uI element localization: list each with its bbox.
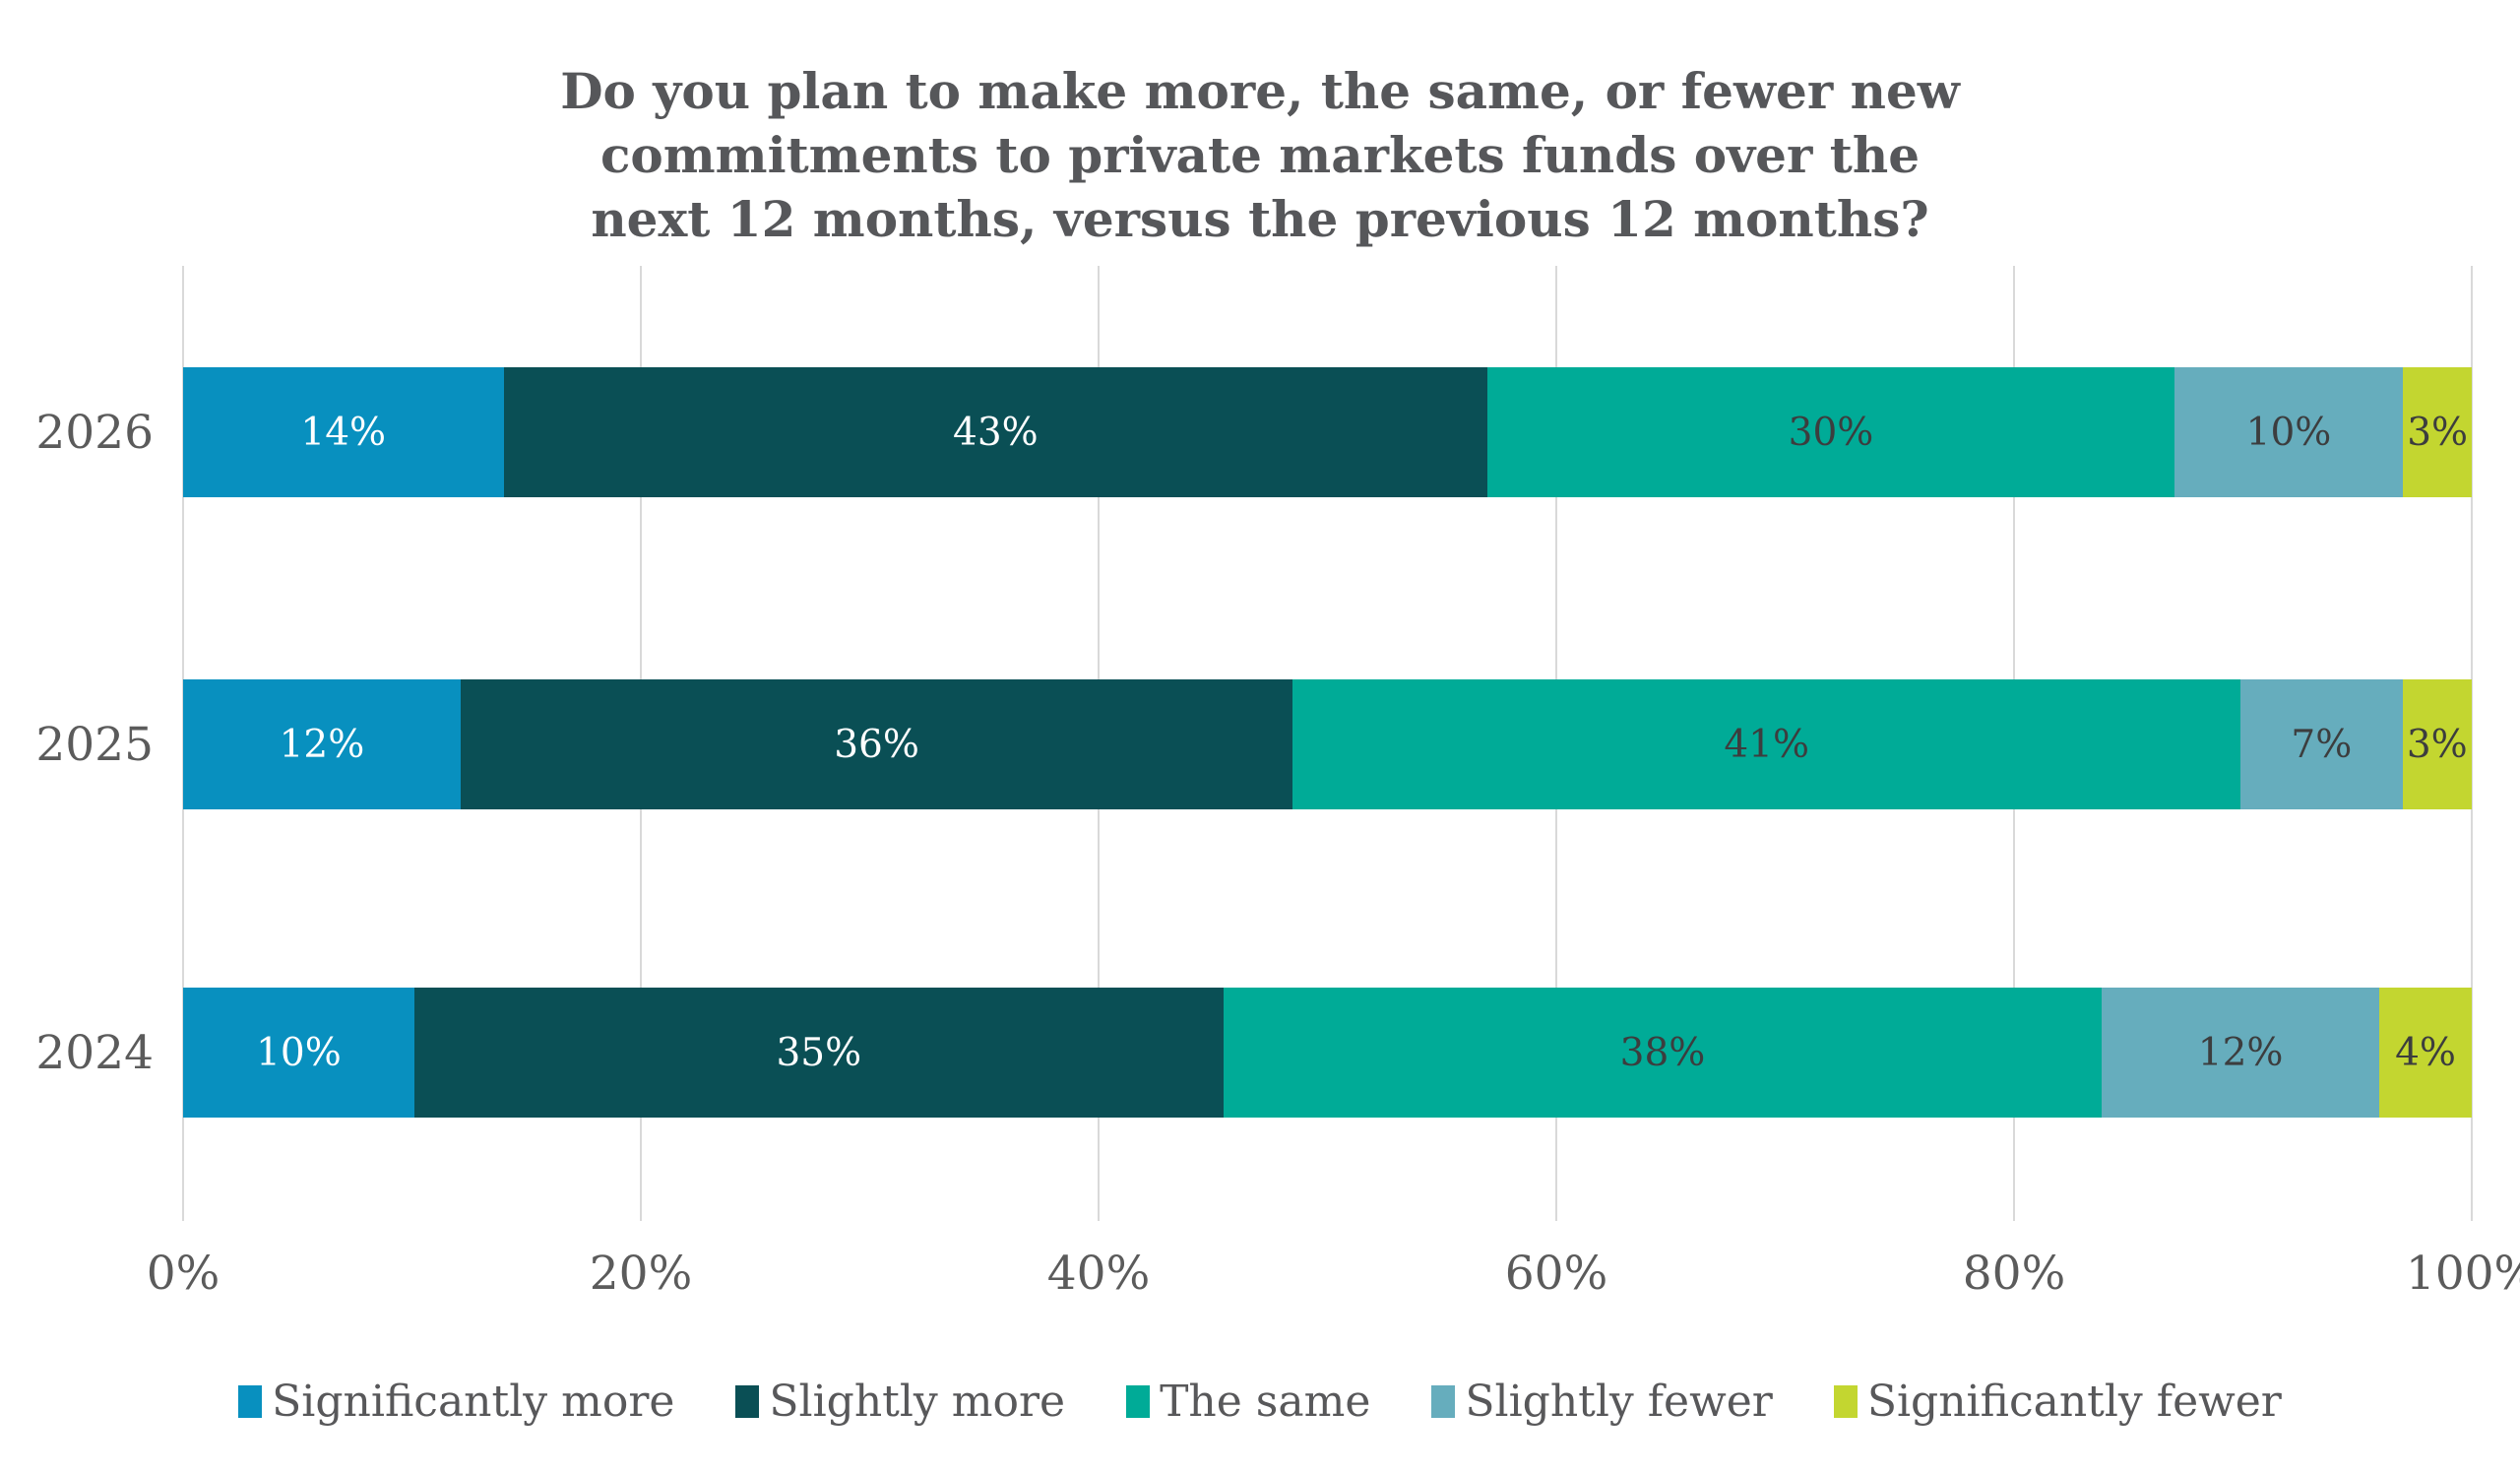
legend-label: Slightly more [769, 1377, 1066, 1427]
bar-segment-2025-slightly-fewer: 7% [2240, 679, 2403, 809]
legend-label: Significantly fewer [1866, 1377, 2282, 1427]
category-label-2026: 2026 [35, 405, 154, 460]
category-label-2025: 2025 [35, 717, 154, 772]
bar-segment-2025-significantly-fewer: 3% [2402, 679, 2472, 809]
bar-segment-2024-the-same: 38% [1223, 988, 2103, 1118]
bar-segment-2026-significantly-more: 14% [183, 367, 504, 497]
bar-row-2025: 12% 36% 41% 7% 3% [183, 679, 2472, 809]
bar-segment-2024-slightly-more: 35% [413, 988, 1224, 1118]
legend-item-significantly-more: Significantly more [238, 1377, 674, 1427]
bar-row-2024: 10% 35% 38% 12% 4% [183, 988, 2472, 1118]
legend-label: Significantly more [272, 1377, 675, 1427]
bar-row-2026: 14% 43% 30% 10% 3% [183, 367, 2472, 497]
legend-swatch-icon [1431, 1385, 1456, 1418]
legend-swatch-icon [1833, 1385, 1858, 1418]
category-label-2024: 2024 [35, 1025, 154, 1080]
x-tick-label-60%: 60% [1504, 1247, 1608, 1301]
bar-segment-2026-slightly-fewer: 10% [2174, 367, 2404, 497]
x-tick-label-0%: 0% [146, 1247, 220, 1301]
bar-segment-2026-slightly-more: 43% [503, 367, 1488, 497]
bar-segment-2024-significantly-fewer: 4% [2379, 988, 2472, 1118]
bar-segment-2025-slightly-more: 36% [460, 679, 1293, 809]
x-tick-label-100%: 100% [2405, 1247, 2520, 1301]
legend: Significantly more Slightly more The same S… [0, 1377, 2520, 1427]
y-axis-category-labels: 2026 2025 2024 [0, 266, 154, 1221]
legend-item-slightly-fewer: Slightly fewer [1431, 1377, 1773, 1427]
legend-item-slightly-more: Slightly more [735, 1377, 1065, 1427]
legend-swatch-icon [238, 1385, 263, 1418]
legend-item-significantly-fewer: Significantly fewer [1833, 1377, 2282, 1427]
bar-segment-2026-the-same: 30% [1487, 367, 2174, 497]
legend-item-the-same: The same [1126, 1377, 1370, 1427]
legend-label: Slightly fewer [1465, 1377, 1773, 1427]
x-axis-tick-labels: 0% 20% 40% 60% 80% 100% [147, 1247, 2520, 1315]
x-tick-label-40%: 40% [1046, 1247, 1151, 1301]
chart-title: Do you plan to make more, the same, or f… [560, 62, 1960, 248]
bar-segment-2024-slightly-fewer: 12% [2102, 988, 2380, 1118]
legend-label: The same [1160, 1377, 1371, 1427]
bar-segment-2026-significantly-fewer: 3% [2403, 367, 2472, 497]
bar-segment-2025-the-same: 41% [1292, 679, 2241, 809]
legend-swatch-icon [1126, 1385, 1151, 1418]
legend-swatch-icon [735, 1385, 760, 1418]
bar-segment-2024-significantly-more: 10% [183, 988, 414, 1118]
x-tick-label-20%: 20% [589, 1247, 693, 1301]
x-tick-label-80%: 80% [1962, 1247, 2066, 1301]
bar-segment-2025-significantly-more: 12% [183, 679, 461, 809]
gridline-100% [2471, 266, 2473, 1221]
plot-area: 14% 43% 30% 10% 3% 12% 36% 41% 7% 3% 10% 35% 38% 12% 4… [182, 266, 2473, 1221]
